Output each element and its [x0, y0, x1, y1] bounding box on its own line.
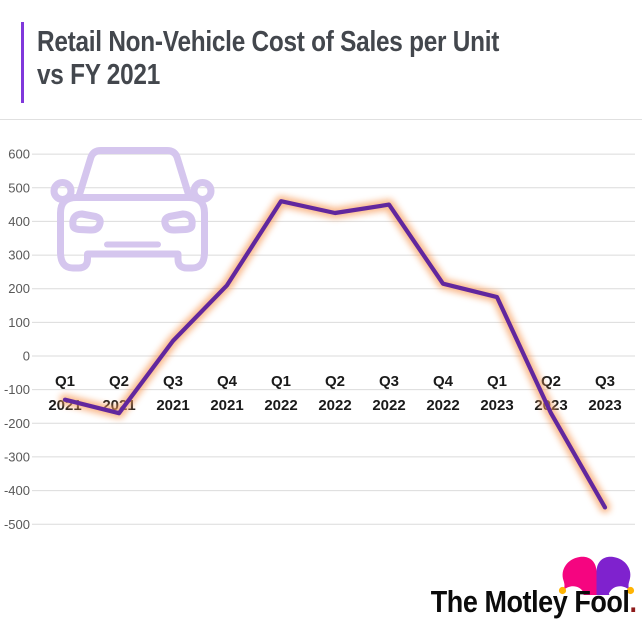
y-tick-label: 0 — [23, 349, 30, 364]
y-tick-label: 600 — [8, 147, 30, 162]
x-tick-label-year: 2022 — [264, 397, 297, 414]
y-tick-label: -400 — [4, 483, 30, 498]
x-tick-label-quarter: Q3 — [163, 373, 183, 390]
motley-fool-logo: The Motley Fool. — [400, 556, 637, 622]
cost-line — [62, 199, 608, 510]
x-tick-label-quarter: Q3 — [379, 373, 399, 390]
x-axis-labels: Q12021Q22021Q32021Q42021Q12022Q22022Q320… — [48, 373, 621, 414]
car-windshield — [75, 147, 193, 200]
car-headlight-left — [69, 210, 104, 234]
page-title: Retail Non-Vehicle Cost of Sales per Uni… — [37, 26, 637, 92]
y-tick-label: 400 — [8, 214, 30, 229]
y-tick-label: -200 — [4, 416, 30, 431]
y-tick-label: -100 — [4, 382, 30, 397]
x-tick-label-year: 2021 — [156, 397, 189, 414]
brand-text-wrap: The Motley Fool. — [431, 584, 637, 620]
y-tick-label: -300 — [4, 449, 30, 464]
x-tick-label-year: 2021 — [210, 397, 243, 414]
x-tick-label-quarter: Q1 — [271, 373, 291, 390]
title-accent-bar — [21, 22, 24, 103]
y-axis-labels: 600 500 400 300 200 100 0 -100 -200 -300 -400 -500 — [4, 147, 30, 532]
y-tick-label: 100 — [8, 315, 30, 330]
x-tick-label-year: 2022 — [318, 397, 351, 414]
y-tick-label: -500 — [4, 517, 30, 532]
x-tick-label-quarter: Q1 — [487, 373, 507, 390]
y-tick-label: 500 — [8, 180, 30, 195]
hat-ball-left — [558, 586, 567, 595]
car-headlight-right — [161, 210, 196, 234]
x-tick-label-year: 2022 — [426, 397, 459, 414]
x-tick-label-year: 2022 — [372, 397, 405, 414]
x-tick-label-year: 2023 — [480, 397, 513, 414]
title-line-2: vs FY 2021 — [37, 59, 160, 91]
y-tick-label: 300 — [8, 248, 30, 263]
x-tick-label-quarter: Q2 — [541, 373, 561, 390]
title-line-1: Retail Non-Vehicle Cost of Sales per Uni… — [37, 26, 500, 58]
brand-text: The Motley Fool — [431, 584, 630, 619]
hat-right-lobe — [596, 556, 631, 595]
jester-hat-icon — [558, 556, 635, 595]
x-tick-label-quarter: Q4 — [217, 373, 238, 390]
y-tick-label: 200 — [8, 281, 30, 296]
x-tick-label-quarter: Q4 — [433, 373, 454, 390]
brand-period: . — [629, 584, 638, 619]
header-divider — [0, 119, 642, 120]
x-tick-label-year: 2023 — [588, 397, 621, 414]
x-tick-label-quarter: Q2 — [325, 373, 345, 390]
x-tick-label-quarter: Q1 — [55, 373, 75, 390]
x-tick-label-quarter: Q3 — [595, 373, 615, 390]
hat-ball-right — [626, 586, 635, 595]
car-body — [57, 194, 208, 272]
car-icon — [50, 147, 215, 272]
hat-left-lobe — [562, 556, 597, 595]
x-tick-label-quarter: Q2 — [109, 373, 129, 390]
